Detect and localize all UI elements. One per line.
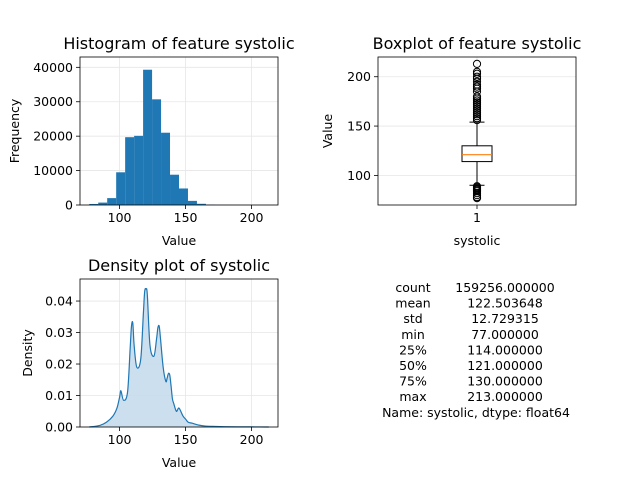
boxplot-outlier [472, 96, 482, 105]
boxplot-x-label: systolic [454, 233, 501, 248]
boxplot-outlier [472, 106, 482, 115]
stat-label: 50% [399, 358, 427, 373]
boxplot-body [461, 59, 493, 203]
boxplot-outlier [472, 72, 482, 81]
histogram-x-tick-label: 100 [108, 210, 132, 225]
histogram-panel: Histogram of feature systolic 100 150 200 … [7, 34, 295, 248]
density-curve [89, 287, 269, 428]
density-y-tick-label: 0.00 [45, 420, 73, 435]
stat-label: std [403, 311, 422, 326]
density-x-tick-label: 200 [240, 432, 264, 447]
boxplot-outlier [472, 182, 482, 191]
boxplot-outlier [472, 108, 482, 117]
boxplot-outlier [472, 110, 482, 119]
histogram-y-ticks: 0 10000 20000 30000 40000 [33, 60, 80, 213]
boxplot-outlier [472, 67, 482, 76]
boxplot-outlier [472, 77, 482, 86]
stat-value: 121.000000 [467, 358, 543, 373]
density-x-label: Value [162, 455, 197, 470]
histogram-bar [143, 69, 153, 205]
boxplot-x-ticks: 1 [473, 205, 481, 225]
stat-footer: Name: systolic, dtype: float64 [382, 405, 570, 420]
boxplot-outlier [472, 100, 482, 109]
histogram-y-tick-label: 20000 [33, 129, 73, 144]
boxplot-outlier [472, 102, 482, 111]
stat-value: 12.729315 [471, 311, 539, 326]
boxplot-outlier [472, 82, 482, 91]
boxplot-box [461, 145, 493, 163]
boxplot-y-tick-label: 100 [347, 168, 371, 183]
histogram-bar [98, 202, 108, 205]
boxplot-y-tick-label: 150 [347, 119, 371, 134]
histogram-x-ticks: 100 150 200 [108, 205, 264, 225]
boxplot-y-label: Value [320, 114, 335, 149]
density-title: Density plot of systolic [88, 256, 270, 275]
histogram-y-tick-label: 30000 [33, 94, 73, 109]
histogram-bar [107, 198, 117, 205]
density-y-label: Density [20, 329, 35, 377]
histogram-y-tick-label: 40000 [33, 60, 73, 75]
histogram-y-tick-label: 0 [65, 198, 73, 213]
stat-label: 75% [399, 374, 427, 389]
histogram-x-label: Value [162, 233, 197, 248]
stat-label: count [395, 280, 430, 295]
boxplot-panel: Boxplot of feature systolic 1 100150200 … [320, 34, 581, 248]
histogram-bar [116, 172, 126, 205]
boxplot-outlier [472, 69, 482, 78]
stat-label: max [399, 389, 426, 404]
histogram-bar [89, 203, 99, 205]
stat-value: 77.000000 [471, 327, 539, 342]
histogram-title: Histogram of feature systolic [63, 34, 294, 53]
histogram-bar [187, 200, 197, 205]
boxplot-outlier [472, 92, 482, 101]
histogram-bar [152, 99, 162, 205]
stat-value: 213.000000 [467, 389, 543, 404]
histogram-y-label: Frequency [7, 98, 22, 163]
boxplot-x-tick-label: 1 [473, 210, 481, 225]
density-x-tick-label: 100 [108, 432, 132, 447]
stat-value: 159256.000000 [455, 280, 554, 295]
histogram-y-tick-label: 10000 [33, 163, 73, 178]
density-line [89, 287, 269, 428]
density-y-tick-label: 0.02 [45, 357, 73, 372]
boxplot-y-ticks: 100 150 200 [347, 69, 378, 183]
density-y-tick-label: 0.04 [45, 294, 73, 309]
density-panel: Density plot of systolic 100 150 200 0.000… [20, 256, 279, 470]
stat-value: 114.000000 [467, 342, 543, 357]
density-x-ticks: 100 150 200 [108, 427, 264, 447]
stat-label: 25% [399, 342, 427, 357]
boxplot-outlier [472, 112, 482, 121]
boxplot-outlier [472, 98, 482, 107]
boxplot-outlier [472, 104, 482, 113]
density-x-tick-label: 150 [174, 432, 198, 447]
histogram-axes-frame [79, 56, 279, 206]
stat-label: min [401, 327, 425, 342]
histogram-bar [134, 135, 144, 205]
boxplot-outlier [472, 59, 482, 69]
boxplot-outlier [472, 80, 482, 89]
boxplot-title: Boxplot of feature systolic [373, 34, 582, 53]
histogram-bars [89, 69, 269, 205]
boxplot-y-tick-label: 200 [347, 69, 371, 84]
density-y-tick-label: 0.01 [45, 388, 73, 403]
stat-label: mean [395, 296, 430, 311]
density-y-tick-label: 0.03 [45, 325, 73, 340]
histogram-bar [179, 188, 188, 205]
density-area-fill [89, 288, 269, 427]
boxplot-outlier [472, 114, 482, 123]
boxplot-outlier [472, 116, 482, 125]
histogram-bar [125, 137, 135, 205]
stat-value: 122.503648 [467, 296, 543, 311]
histogram-x-tick-label: 150 [174, 210, 198, 225]
stat-value: 130.000000 [467, 374, 543, 389]
density-grid [80, 279, 278, 428]
histogram-bar [161, 132, 171, 205]
statistics-summary: count 159256.000000 mean 122.503648 std 12.72… [382, 280, 570, 420]
density-y-ticks: 0.00 0.01 0.02 0.03 0.04 [45, 294, 80, 435]
histogram-bar [196, 203, 206, 205]
density-axes-frame [79, 278, 279, 428]
histogram-x-tick-label: 200 [240, 210, 264, 225]
histogram-bar [170, 174, 179, 205]
